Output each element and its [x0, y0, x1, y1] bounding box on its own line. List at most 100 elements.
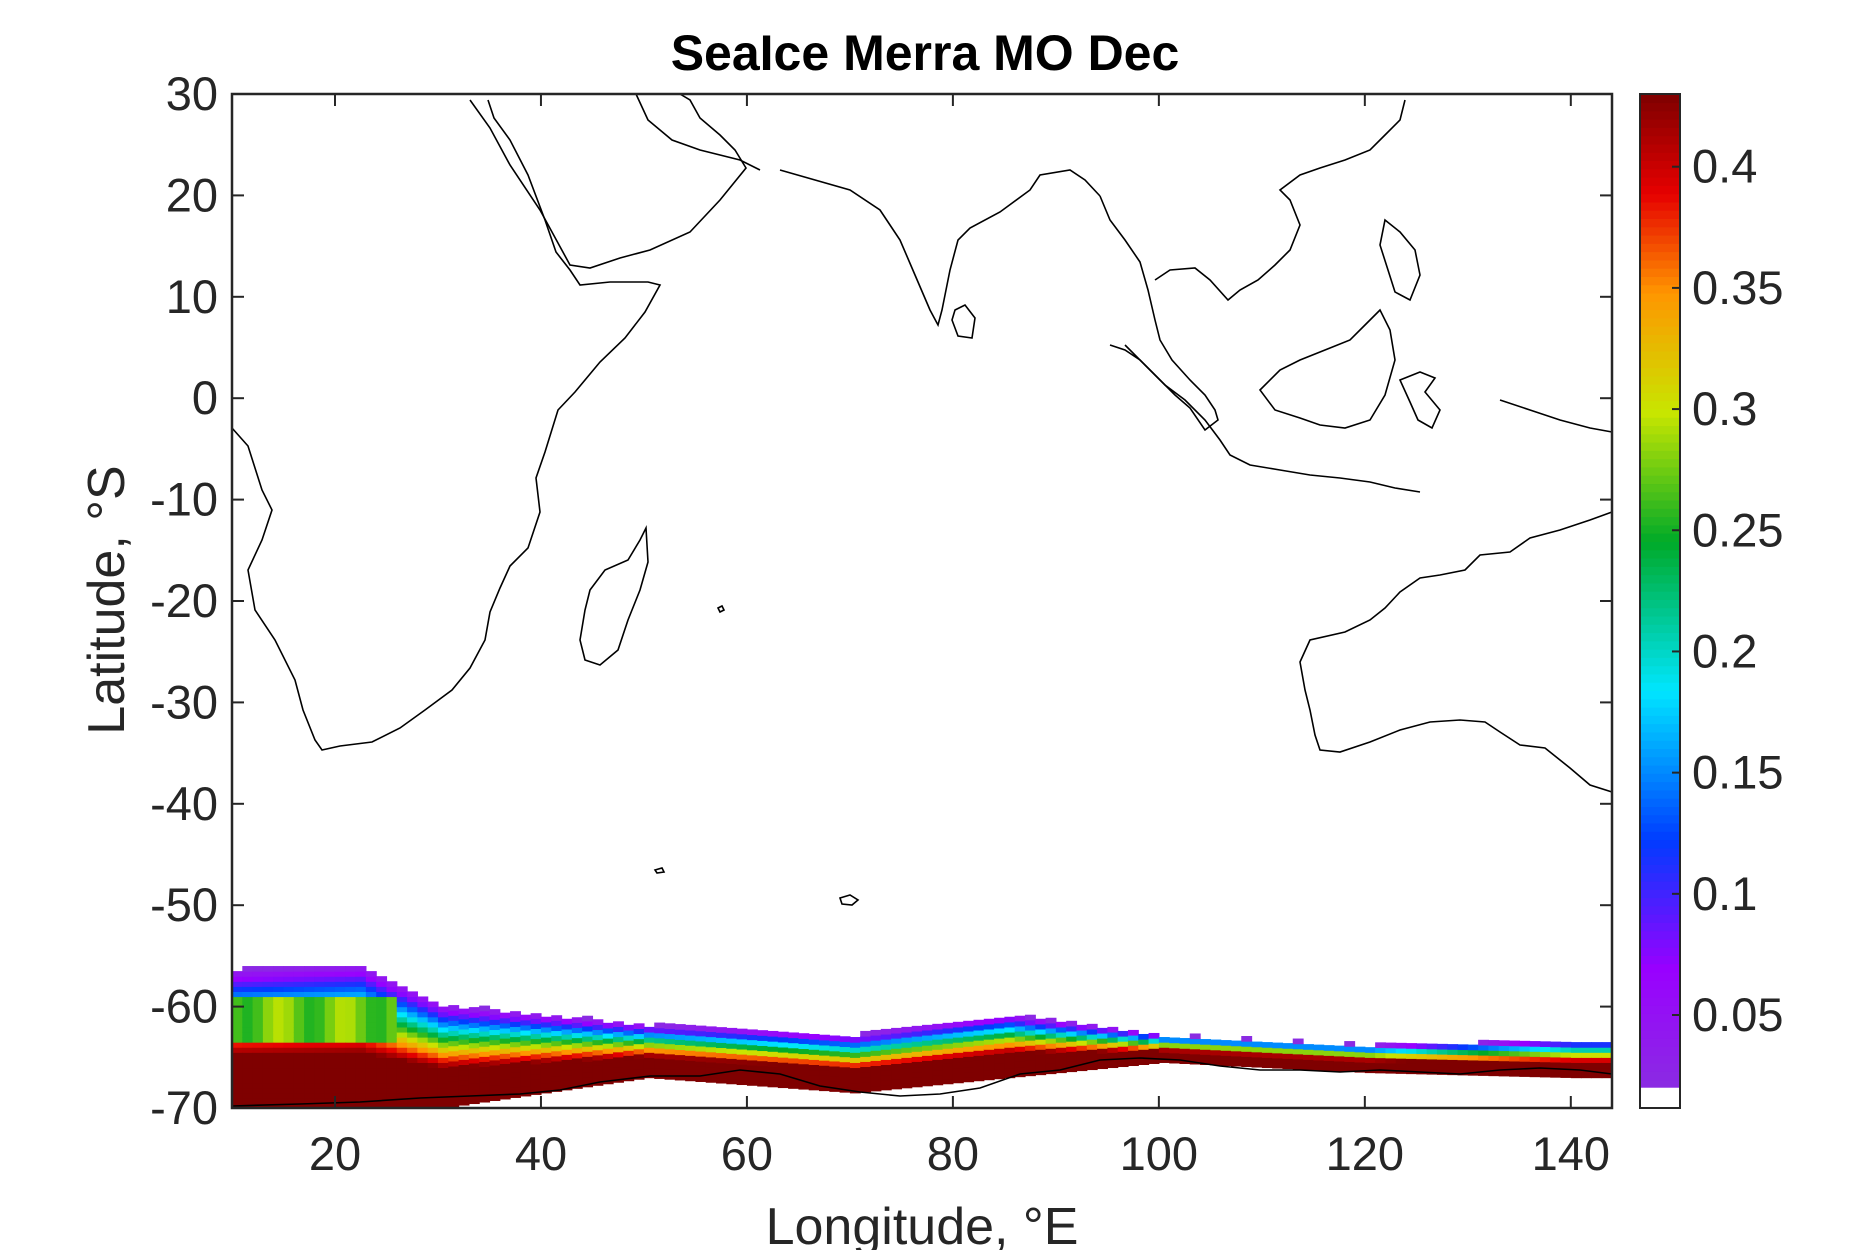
heatmap-cell	[293, 991, 305, 998]
heatmap-cell	[396, 1042, 408, 1048]
heatmap-cell	[860, 1030, 872, 1037]
heatmap-cell	[458, 1099, 470, 1106]
heatmap-cell	[417, 996, 429, 1003]
heatmap-cell	[324, 966, 336, 972]
heatmap-cell	[437, 1047, 449, 1053]
heatmap-cell	[314, 1026, 326, 1033]
heatmap-cell	[345, 1102, 357, 1109]
heatmap-cell	[417, 1021, 429, 1028]
heatmap-cell	[1570, 1057, 1582, 1063]
colorbar-cell	[1640, 673, 1680, 683]
heatmap-cell	[242, 1006, 254, 1013]
heatmap-cell	[551, 1050, 563, 1057]
heatmap-cell	[1591, 1072, 1603, 1079]
heatmap-cell	[499, 1027, 511, 1034]
heatmap-cell	[417, 1077, 429, 1084]
heatmap-cell	[891, 1068, 903, 1075]
heatmap-cell	[396, 1072, 408, 1079]
heatmap-cell	[860, 1061, 872, 1068]
heatmap-cell	[829, 1060, 841, 1067]
heatmap-cell	[922, 1050, 933, 1056]
heatmap-cell	[757, 1040, 769, 1046]
heatmap-cell	[613, 1056, 624, 1063]
heatmap-cell	[994, 1022, 1005, 1029]
heatmap-cell	[1014, 1025, 1026, 1032]
heatmap-cell	[911, 1030, 923, 1037]
heatmap-cell	[674, 1034, 686, 1040]
heatmap-cell	[767, 1066, 779, 1073]
heatmap-cell	[1117, 1041, 1129, 1047]
colorbar-frame	[1639, 93, 1681, 1109]
heatmap-cell	[746, 1029, 758, 1036]
heatmap-cell	[994, 1063, 1005, 1070]
heatmap-cell	[1478, 1065, 1490, 1071]
heatmap-cell	[355, 1011, 367, 1018]
heatmap-cell	[1035, 1044, 1047, 1050]
heatmap-cell	[314, 1087, 326, 1094]
heatmap-cell	[613, 1051, 624, 1058]
heatmap-cell	[1261, 1042, 1273, 1048]
heatmap-cell	[252, 1072, 264, 1079]
heatmap-cell	[293, 976, 305, 982]
heatmap-cell	[407, 1011, 418, 1018]
heatmap-cell	[839, 1081, 851, 1088]
heatmap-cell	[767, 1030, 779, 1037]
heatmap-cell	[860, 1046, 872, 1052]
heatmap-cell	[376, 981, 388, 987]
heatmap-cell	[829, 1055, 841, 1062]
heatmap-cell	[695, 1056, 707, 1062]
heatmap-cell	[1313, 1044, 1325, 1051]
heatmap-cell	[324, 981, 336, 987]
heatmap-cell	[417, 1092, 429, 1099]
heatmap-cell	[396, 1001, 408, 1008]
heatmap-cell	[499, 1053, 511, 1059]
heatmap-cell	[304, 996, 315, 1003]
heatmap-cell	[1220, 1060, 1232, 1067]
heatmap-cell	[376, 1072, 388, 1079]
heatmap-cell	[654, 1042, 666, 1049]
colorbar-cell	[1640, 201, 1680, 211]
heatmap-cell	[623, 1024, 635, 1031]
heatmap-cell	[1097, 1043, 1108, 1049]
heatmap-cell	[891, 1038, 903, 1044]
heatmap-cell	[355, 1047, 367, 1053]
heatmap-cell	[705, 1031, 717, 1038]
heatmap-cell	[829, 1050, 841, 1057]
heatmap-cell	[983, 1033, 995, 1040]
heatmap-cell	[448, 1096, 460, 1103]
heatmap-cell	[716, 1027, 727, 1033]
colorbar-cell	[1640, 168, 1680, 178]
heatmap-cell	[932, 1054, 944, 1060]
heatmap-cell	[355, 1102, 367, 1109]
heatmap-cell	[304, 1031, 315, 1038]
heatmap-cell	[520, 1085, 532, 1092]
heatmap-cell	[334, 981, 346, 987]
heatmap-cell	[952, 1047, 964, 1053]
heatmap-cell	[705, 1061, 717, 1068]
heatmap-cell	[1303, 1064, 1314, 1071]
heatmap-cell	[746, 1054, 758, 1061]
heatmap-cell	[407, 1037, 418, 1043]
colorbar-cell	[1640, 127, 1680, 137]
heatmap-cell	[994, 1017, 1005, 1024]
heatmap-cell	[1117, 1051, 1129, 1057]
heatmap-cell	[252, 1077, 264, 1084]
colorbar-cell	[1640, 905, 1680, 915]
heatmap-cell	[1354, 1066, 1366, 1073]
heatmap-cell	[1550, 1041, 1562, 1048]
heatmap-cell	[901, 1057, 913, 1063]
heatmap-cell	[1261, 1057, 1273, 1063]
colorbar-cell	[1640, 267, 1680, 277]
crozet-island	[653, 867, 666, 874]
heatmap-cell	[1055, 1026, 1067, 1033]
heatmap-cell	[334, 1021, 346, 1028]
heatmap-cell	[314, 1001, 326, 1008]
heatmap-cell	[1354, 1056, 1366, 1063]
heatmap-cell	[314, 971, 326, 977]
heatmap-cell	[345, 1097, 357, 1104]
heatmap-cell	[304, 1067, 315, 1074]
colorbar-cell	[1640, 615, 1680, 625]
heatmap-cell	[355, 966, 367, 972]
heatmap-cell	[520, 1080, 532, 1087]
heatmap-cell	[510, 1036, 521, 1043]
